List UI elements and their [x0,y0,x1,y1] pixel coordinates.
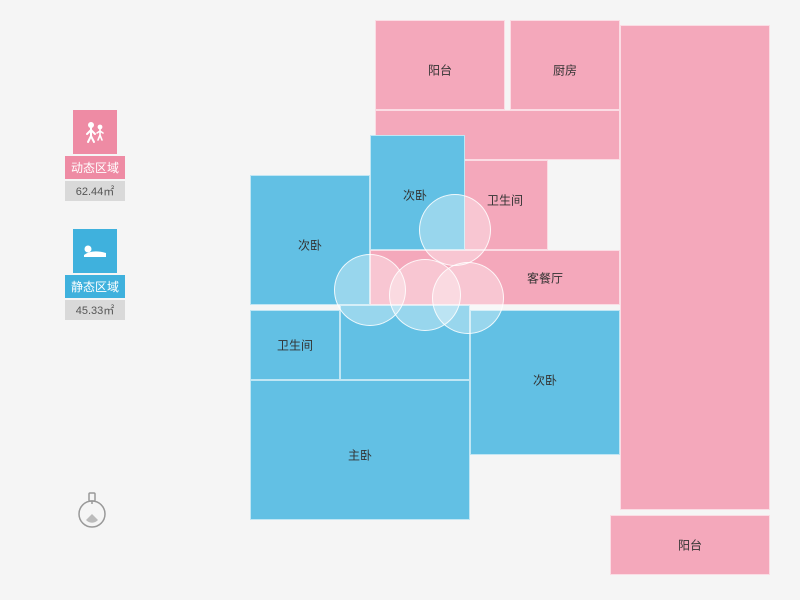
door-arc-0 [419,194,491,266]
floorplan: 阳台厨房卫生间客餐厅阳台次卧次卧卫生间主卧次卧 [215,20,775,580]
room-label-bath-lower: 卫生间 [277,337,313,354]
room-living-right [620,25,770,510]
legend: 动态区域 62.44㎡ 静态区域 45.33㎡ [60,110,130,348]
room-label-bedroom2-bot: 次卧 [533,372,557,389]
door-arc-3 [432,262,504,334]
room-label-hallway: 客餐厅 [527,270,563,287]
room-label-balcony-top: 阳台 [428,62,452,79]
legend-static-value: 45.33㎡ [65,300,125,320]
room-label-balcony-bot: 阳台 [678,537,702,554]
compass-icon [75,490,109,535]
room-label-bedroom2-top: 次卧 [403,187,427,204]
legend-dynamic-value: 62.44㎡ [65,181,125,201]
room-label-bath-upper: 卫生间 [487,192,523,209]
legend-static-label: 静态区域 [65,275,125,298]
room-label-master: 主卧 [348,447,372,464]
room-label-kitchen: 厨房 [553,62,577,79]
room-label-bedroom2-left: 次卧 [298,237,322,254]
legend-dynamic-label: 动态区域 [65,156,125,179]
legend-dynamic: 动态区域 62.44㎡ [60,110,130,201]
legend-static: 静态区域 45.33㎡ [60,229,130,320]
sleep-icon [73,229,117,273]
people-icon [73,110,117,154]
